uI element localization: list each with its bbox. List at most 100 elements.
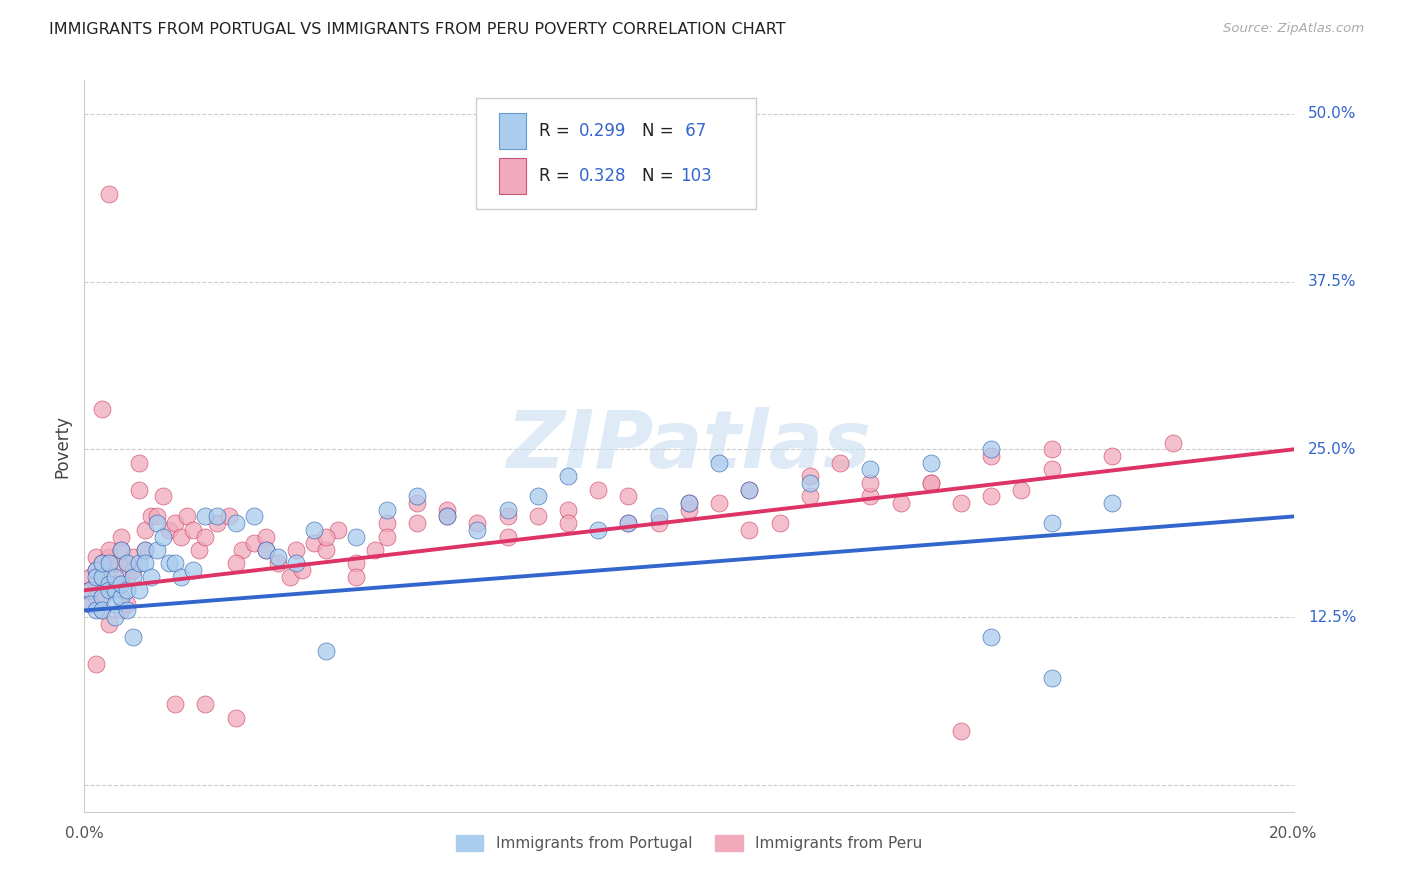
Point <box>254 543 277 558</box>
Point <box>115 570 138 584</box>
Point <box>617 516 640 531</box>
Point <box>97 187 120 202</box>
Point <box>557 502 579 516</box>
Point <box>225 557 247 571</box>
Text: 0.299: 0.299 <box>579 122 626 140</box>
Point <box>890 496 912 510</box>
Point <box>267 557 290 571</box>
Point <box>146 516 169 531</box>
Point <box>1011 483 1033 497</box>
Point <box>254 530 277 544</box>
Point <box>79 597 101 611</box>
Point <box>91 402 114 417</box>
Point <box>152 530 174 544</box>
Point <box>557 469 579 483</box>
Point <box>181 523 204 537</box>
Point <box>134 543 156 558</box>
Point <box>346 530 368 544</box>
Point <box>170 530 193 544</box>
Point <box>678 502 700 516</box>
Point <box>648 516 671 531</box>
Point <box>128 583 150 598</box>
Point <box>79 583 101 598</box>
Text: 67: 67 <box>681 122 706 140</box>
Point <box>617 516 640 531</box>
Point <box>950 724 973 739</box>
Point <box>121 563 143 577</box>
Point <box>617 489 640 503</box>
Point <box>176 509 198 524</box>
Point <box>225 711 247 725</box>
Point <box>436 502 458 516</box>
Point <box>115 583 138 598</box>
Text: IMMIGRANTS FROM PORTUGAL VS IMMIGRANTS FROM PERU POVERTY CORRELATION CHART: IMMIGRANTS FROM PORTUGAL VS IMMIGRANTS F… <box>49 22 786 37</box>
Point <box>91 570 114 584</box>
Point <box>859 462 882 476</box>
Point <box>97 583 120 598</box>
Point <box>267 549 290 564</box>
Point <box>86 576 108 591</box>
Point <box>97 563 120 577</box>
Point <box>110 530 132 544</box>
Point <box>242 509 264 524</box>
Point <box>110 543 132 558</box>
Point <box>115 597 138 611</box>
Point <box>346 557 368 571</box>
Point <box>859 489 882 503</box>
Point <box>527 509 550 524</box>
Point <box>302 523 325 537</box>
Point <box>406 516 429 531</box>
Point <box>152 489 174 503</box>
Point <box>406 489 429 503</box>
Point <box>363 543 385 558</box>
Point <box>709 456 731 470</box>
Point <box>678 496 700 510</box>
Point <box>97 616 120 631</box>
Point <box>648 509 671 524</box>
Point <box>91 570 114 584</box>
Point <box>110 590 132 604</box>
Point <box>91 557 114 571</box>
Point <box>738 483 761 497</box>
Point <box>146 543 169 558</box>
Point <box>830 456 852 470</box>
Point <box>146 509 169 524</box>
Point <box>110 543 132 558</box>
Point <box>157 557 180 571</box>
Point <box>86 563 108 577</box>
Point <box>86 603 108 617</box>
Point <box>86 657 108 671</box>
Text: R =: R = <box>540 122 575 140</box>
Point <box>980 442 1002 457</box>
Point <box>110 603 132 617</box>
Text: 0.328: 0.328 <box>579 167 626 185</box>
Point <box>104 557 127 571</box>
Point <box>242 536 264 550</box>
Point <box>104 570 127 584</box>
Point <box>678 496 700 510</box>
Point <box>134 543 156 558</box>
Point <box>86 563 108 577</box>
Point <box>799 475 821 490</box>
Point <box>128 483 150 497</box>
Point <box>254 543 277 558</box>
Point <box>128 456 150 470</box>
Point <box>188 543 211 558</box>
Point <box>920 475 942 490</box>
Text: 25.0%: 25.0% <box>1308 442 1357 457</box>
Point <box>207 516 229 531</box>
Text: ZIPatlas: ZIPatlas <box>506 407 872 485</box>
Point <box>920 456 942 470</box>
Point <box>315 543 337 558</box>
Point <box>1040 462 1063 476</box>
Point <box>859 475 882 490</box>
Point <box>496 502 519 516</box>
Text: 37.5%: 37.5% <box>1308 274 1357 289</box>
Point <box>738 483 761 497</box>
Point <box>285 557 308 571</box>
Point <box>346 570 368 584</box>
Point <box>121 549 143 564</box>
Point <box>110 576 132 591</box>
Point <box>91 603 114 617</box>
Point <box>799 469 821 483</box>
